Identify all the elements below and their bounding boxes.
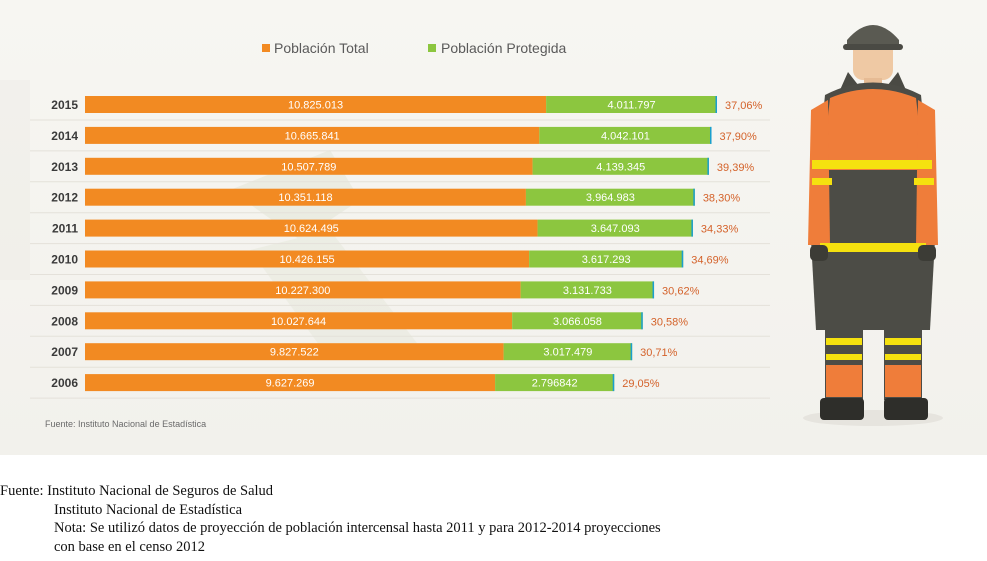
bar-label-protegida: 3.617.293 bbox=[582, 254, 631, 266]
year-label: 2010 bbox=[51, 253, 78, 267]
percent-label: 37,90% bbox=[720, 131, 758, 143]
bar-poblacion-protegida bbox=[529, 250, 684, 268]
bar-end-marker bbox=[710, 126, 712, 144]
bar-poblacion-total bbox=[85, 374, 496, 392]
year-label: 2015 bbox=[51, 98, 78, 112]
bar-poblacion-protegida bbox=[532, 157, 709, 175]
bar-poblacion-total bbox=[85, 126, 540, 144]
bar-label-total: 10.351.118 bbox=[278, 192, 332, 204]
bar-label-protegida: 3.647.093 bbox=[591, 223, 640, 235]
bar-label-total: 10.825.013 bbox=[288, 100, 343, 112]
percent-label: 37,06% bbox=[725, 100, 763, 112]
bar-end-marker bbox=[707, 157, 709, 175]
bar-end-marker bbox=[641, 312, 643, 330]
bar-poblacion-protegida bbox=[546, 96, 717, 113]
bar-label-protegida: 4.011.797 bbox=[607, 100, 655, 112]
bar-label-protegida: 4.042.101 bbox=[601, 130, 650, 142]
year-label: 2013 bbox=[51, 160, 78, 174]
legend-label-protected: Población Protegida bbox=[441, 40, 567, 56]
bar-end-marker bbox=[691, 219, 693, 237]
bar-poblacion-total bbox=[85, 343, 504, 361]
year-label: 2009 bbox=[51, 283, 78, 297]
footer-note-line-2: con base en el censo 2012 bbox=[54, 538, 205, 555]
bar-poblacion-protegida bbox=[495, 374, 615, 392]
percent-label: 38,30% bbox=[703, 193, 741, 205]
bar-poblacion-total bbox=[85, 250, 530, 268]
bar-label-total: 10.624.495 bbox=[284, 223, 339, 235]
percent-label: 29,05% bbox=[622, 378, 660, 390]
percent-label: 30,62% bbox=[662, 285, 700, 297]
bar-poblacion-total bbox=[85, 96, 547, 113]
percent-label: 34,33% bbox=[701, 224, 739, 236]
bar-poblacion-protegida bbox=[520, 281, 655, 299]
percent-label: 30,71% bbox=[640, 347, 678, 359]
year-label: 2006 bbox=[51, 376, 78, 390]
footer-notes: Fuente: Instituto Nacional de Seguros de… bbox=[0, 482, 987, 556]
bar-poblacion-protegida bbox=[539, 126, 712, 144]
footer-source-line-2: Instituto Nacional de Estadística bbox=[54, 501, 243, 518]
legend-label-total: Población Total bbox=[274, 40, 369, 56]
percent-label: 30,58% bbox=[651, 316, 689, 328]
bar-end-marker bbox=[681, 250, 684, 268]
bar-label-protegida: 4.139.345 bbox=[596, 161, 645, 173]
bar-label-protegida: 3.131.733 bbox=[563, 285, 612, 297]
bar-label-total: 10.426.155 bbox=[280, 254, 335, 266]
bar-poblacion-total bbox=[85, 219, 538, 237]
bar-label-protegida: 3.964.983 bbox=[586, 192, 635, 204]
year-label: 2008 bbox=[51, 314, 78, 328]
percent-label: 34,69% bbox=[691, 255, 729, 267]
year-label: 2012 bbox=[51, 191, 78, 205]
bar-label-protegida: 3.017.479 bbox=[543, 347, 592, 359]
bar-label-protegida: 3.066.058 bbox=[553, 316, 602, 328]
chart-source: Fuente: Instituto Nacional de Estadístic… bbox=[45, 419, 206, 429]
bar-label-protegida: 2.796842 bbox=[532, 378, 578, 390]
legend: Población Total Población Protegida bbox=[262, 40, 567, 56]
bar-label-total: 10.027.644 bbox=[271, 316, 326, 328]
bar-label-total: 10.665.841 bbox=[285, 130, 340, 142]
bar-poblacion-protegida bbox=[537, 219, 693, 237]
year-label: 2014 bbox=[51, 129, 78, 143]
bar-end-marker bbox=[630, 343, 633, 361]
bar-end-marker bbox=[652, 281, 655, 299]
bar-end-marker bbox=[693, 188, 695, 206]
legend-swatch-protected bbox=[428, 44, 436, 52]
bar-label-total: 10.227.300 bbox=[275, 285, 330, 297]
footer-note-line: Nota: Se utilizó datos de proyección de … bbox=[54, 520, 661, 536]
year-label: 2011 bbox=[52, 222, 78, 236]
bar-poblacion-total bbox=[85, 188, 526, 206]
bars: 2015 10.825.013 4.011.797 37,06% 2014 10.665.… bbox=[51, 96, 763, 392]
bar-end-marker bbox=[715, 96, 717, 113]
bar-poblacion-total bbox=[85, 312, 513, 330]
chart: Población Total Población Protegida 2015… bbox=[0, 25, 943, 429]
bar-poblacion-protegida bbox=[503, 343, 633, 361]
bar-poblacion-total bbox=[85, 157, 533, 175]
firefighter-figure bbox=[803, 25, 943, 426]
bar-label-total: 10.507.789 bbox=[281, 161, 336, 173]
bar-poblacion-total bbox=[85, 281, 521, 299]
legend-swatch-total bbox=[262, 44, 270, 52]
bar-poblacion-protegida bbox=[525, 188, 695, 206]
bar-label-total: 9.627.269 bbox=[266, 378, 315, 390]
year-label: 2007 bbox=[51, 345, 78, 359]
bar-label-total: 9.827.522 bbox=[270, 347, 319, 359]
bar-poblacion-protegida bbox=[512, 312, 643, 330]
bar-end-marker bbox=[612, 374, 615, 392]
footer-source-line: Fuente: Instituto Nacional de Seguros de… bbox=[0, 483, 274, 499]
percent-label: 39,39% bbox=[717, 162, 755, 174]
row-stripes bbox=[30, 119, 770, 399]
